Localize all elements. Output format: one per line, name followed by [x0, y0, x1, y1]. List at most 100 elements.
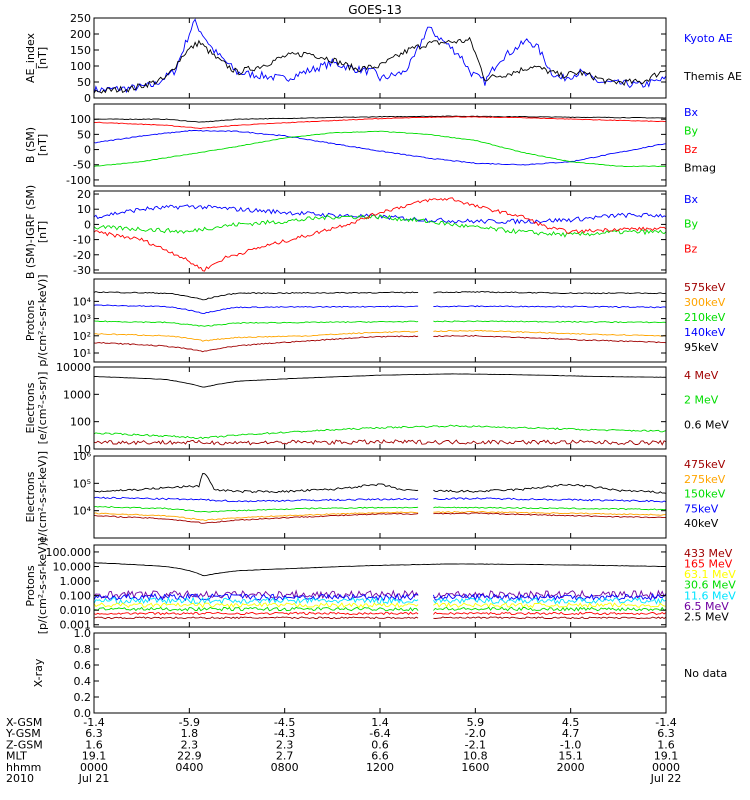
y-tick-label: 10⁴	[73, 295, 92, 308]
y-tick-label: 10²	[73, 330, 91, 343]
y-tick-label: -50	[73, 159, 91, 172]
panel-frame	[93, 632, 667, 714]
x-axis-value: 1.6	[657, 738, 675, 751]
series-line-433-mev	[94, 611, 666, 616]
series-line-bx	[94, 204, 666, 225]
y-tick-label: -30	[73, 264, 91, 277]
x-axis-value: -1.4	[83, 716, 104, 729]
x-axis-value: Jul 22	[650, 772, 682, 785]
y-tick-label: -100	[66, 174, 91, 187]
y-tick-label: 0.4	[74, 675, 92, 688]
legend-entry: 575keV	[684, 281, 726, 294]
panel-frame	[93, 278, 667, 363]
legend-entry: 2 MeV	[684, 394, 719, 407]
legend-entry: 165 MeV	[684, 558, 733, 571]
x-axis-row-label: Y-GSM	[5, 727, 41, 740]
x-axis-value: 15.1	[558, 750, 583, 763]
x-axis-value: 1200	[366, 761, 394, 774]
y-tick-label: 0	[84, 144, 91, 157]
y-tick-label: 50	[77, 76, 91, 89]
series-line-2.5-mev	[94, 562, 666, 577]
series-line-2-mev	[94, 424, 666, 440]
x-axis-value: -2.1	[465, 738, 486, 751]
x-axis-value: -6.4	[369, 727, 390, 740]
y-axis-label: Protons	[24, 565, 37, 606]
x-axis-value: 0.6	[371, 738, 389, 751]
x-axis-value: -1.4	[655, 716, 676, 729]
x-axis-value: 6.6	[371, 750, 389, 763]
legend-entry: 150keV	[684, 488, 726, 501]
x-axis-value: 22.9	[177, 750, 202, 763]
y-tick-label: 0.100	[60, 590, 92, 603]
series-line-475kev	[94, 512, 666, 524]
y-tick-label: 250	[70, 12, 91, 25]
legend-entry: 30.6 MeV	[684, 579, 736, 592]
legend-entry: Bmag	[684, 162, 716, 175]
y-tick-label: 20	[77, 188, 91, 201]
series-line-40kev	[94, 473, 666, 494]
legend-entry: By	[684, 218, 699, 231]
series-line-275kev	[94, 511, 666, 521]
y-tick-label: 100	[70, 60, 91, 73]
x-axis-value: -4.5	[274, 716, 295, 729]
y-tick-label: 10⁴	[73, 505, 92, 518]
series-line-95kev	[94, 291, 666, 301]
y-axis-label: X-ray	[32, 658, 45, 687]
legend-entry: 40keV	[684, 517, 719, 530]
series-line-30.6-mev	[94, 596, 666, 605]
panel-xray: 0.0 0.2 0.4 0.6 0.8 1.0 X-ray No data	[32, 627, 727, 720]
series-line-165-mev	[94, 606, 666, 612]
y-axis-label: [nT]	[36, 134, 49, 156]
x-axis-value: -4.3	[274, 727, 295, 740]
y-tick-label: 10.000	[53, 561, 92, 574]
x-axis-table: X-GSMY-GSMZ-GSMMLThhmm2010-1.46.31.619.1…	[5, 716, 681, 785]
legend-entry: 210keV	[684, 311, 726, 324]
x-axis-value: 2.3	[181, 738, 199, 751]
series-group	[94, 18, 666, 94]
series-line-kyoto-ae	[94, 18, 666, 94]
x-axis-value: 1600	[461, 761, 489, 774]
no-data-label: No data	[684, 667, 727, 680]
series-line-150kev	[94, 506, 666, 513]
x-axis-value: 4.5	[562, 716, 580, 729]
x-axis-row-label: hhmm	[6, 761, 41, 774]
series-line-bx	[94, 129, 666, 166]
panel-b_sm: -100 -50 0 50 100 B (SM) [nT] Bx By Bz Bmag	[24, 103, 716, 187]
y-tick-label: -10	[73, 234, 91, 247]
legend-entry: 11.6 MeV	[684, 589, 736, 602]
x-axis-value: -2.0	[465, 727, 486, 740]
y-tick-label: 0.6	[74, 659, 92, 672]
series-group	[94, 291, 666, 353]
y-axis-label: e/(cm²-s-sr-keV)]	[36, 451, 49, 543]
legend-entry: Bx	[684, 193, 699, 206]
x-axis-row-label: Z-GSM	[6, 738, 43, 751]
x-axis-value: 2000	[557, 761, 585, 774]
legend-entry: 140keV	[684, 326, 726, 339]
y-tick-label: 10⁵	[73, 477, 91, 490]
y-axis-label: [p/(cm²-s-sr-keV)]	[36, 538, 49, 635]
series-line-bz	[94, 197, 666, 272]
x-axis-row-label: X-GSM	[6, 716, 42, 729]
series-group	[94, 473, 666, 524]
y-axis-label: [nT]	[36, 221, 49, 243]
y-tick-label: 100	[70, 113, 91, 126]
series-group	[94, 197, 666, 272]
panel-protons_low: 10¹ 10² 10³ 10⁴ Protons p/(cm²-s-sr-keV)] 575k…	[24, 274, 726, 366]
series-line-210kev	[94, 320, 666, 327]
y-tick-label: 10000	[56, 361, 91, 374]
legend-entry: Bz	[684, 143, 698, 156]
x-axis-row-label: 2010	[6, 772, 34, 785]
y-tick-label: 150	[70, 44, 91, 57]
y-tick-label: 1.000	[60, 575, 92, 588]
series-line-433-mev-low	[94, 616, 666, 620]
legend-entry: 300keV	[684, 296, 726, 309]
y-tick-label: -20	[73, 249, 91, 262]
y-axis-label: B (SM)	[24, 127, 37, 163]
panel-frame	[93, 455, 667, 539]
panel-ae_index: 0 50 100 150 200 250 AE_index [nT] Kyoto AE Themi…	[24, 12, 742, 105]
x-axis-value: 2.3	[276, 738, 294, 751]
x-axis-value: 1.4	[371, 716, 389, 729]
legend-entry: By	[684, 125, 699, 138]
x-axis-value: -5.9	[179, 716, 200, 729]
